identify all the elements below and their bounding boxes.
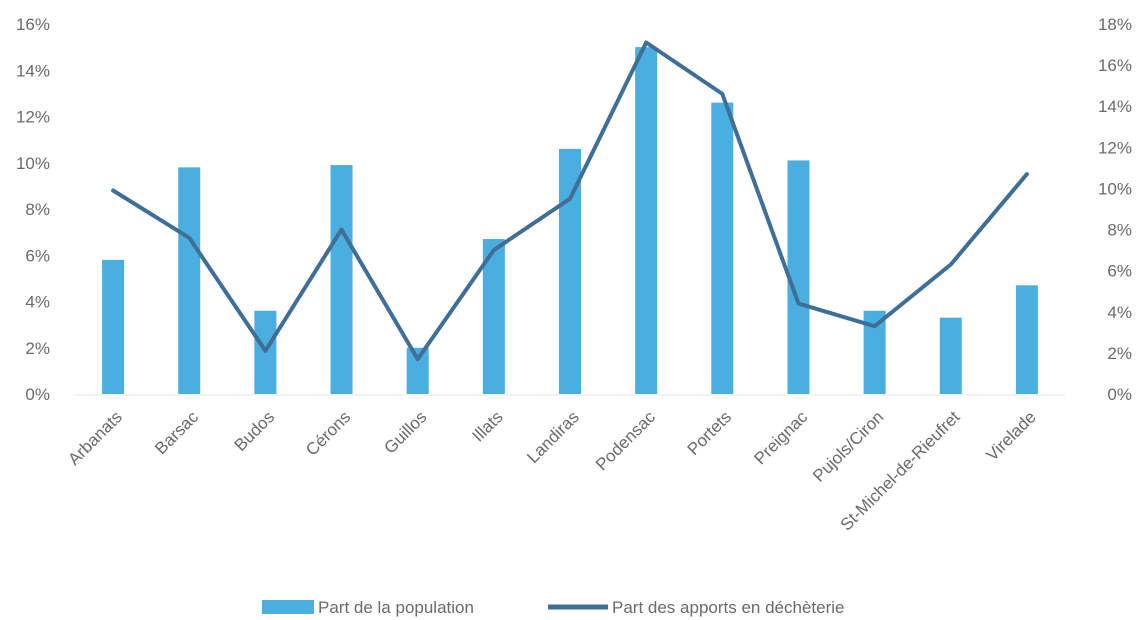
right-tick-label: 0% <box>1107 385 1132 404</box>
right-tick-label: 8% <box>1107 221 1132 240</box>
category-label: Pujols/Ciron <box>809 407 887 485</box>
bar <box>330 165 353 394</box>
bar <box>711 102 734 394</box>
right-tick-label: 2% <box>1107 344 1132 363</box>
line-point <box>340 228 344 232</box>
category-label: Portets <box>684 407 736 459</box>
category-label: Arbanats <box>64 407 126 469</box>
left-tick-label: 8% <box>25 200 50 219</box>
bars-population <box>102 47 1038 394</box>
line-point <box>492 248 496 252</box>
right-tick-label: 6% <box>1107 262 1132 281</box>
bar <box>787 160 810 394</box>
category-label: Landiras <box>523 407 583 467</box>
category-label: Barsac <box>151 407 202 458</box>
category-label: Cérons <box>302 407 354 459</box>
x-axis-labels: Arbanats Barsac Budos Cérons Guillos Illats La… <box>64 407 1039 534</box>
legend-swatch-population <box>262 600 314 614</box>
bar <box>178 167 201 394</box>
left-tick-label: 10% <box>16 154 50 173</box>
legend-label-apports: Part des apports en déchèterie <box>612 598 844 617</box>
left-tick-label: 12% <box>16 108 50 127</box>
line-point <box>796 302 800 306</box>
right-tick-label: 14% <box>1098 97 1132 116</box>
line-point <box>644 41 648 44</box>
left-tick-label: 2% <box>25 339 50 358</box>
legend-label-population: Part de la population <box>318 598 474 617</box>
line-apports <box>111 40 1029 362</box>
left-y-axis: 0% 2% 4% 6% 8% 10% 12% 14% 16% <box>16 15 1065 404</box>
left-tick-label: 0% <box>25 385 50 404</box>
category-label: Illats <box>469 407 507 445</box>
category-label: Podensac <box>592 407 659 474</box>
left-tick-label: 4% <box>25 293 50 312</box>
right-tick-label: 4% <box>1107 303 1132 322</box>
bar <box>406 347 429 394</box>
category-label: Budos <box>231 407 279 455</box>
line-point <box>416 357 420 361</box>
line-point <box>949 263 953 266</box>
line-point <box>263 349 267 353</box>
bar <box>559 148 581 394</box>
category-label: Preignac <box>750 407 811 468</box>
right-y-axis: 0% 2% 4% 6% 8% 10% 12% 14% 16% 18% <box>1098 15 1132 404</box>
bar <box>939 317 962 394</box>
left-tick-label: 16% <box>16 15 50 34</box>
right-tick-label: 10% <box>1098 179 1132 198</box>
category-label: Guillos <box>380 407 430 457</box>
line-point <box>187 236 191 240</box>
line-point <box>720 92 724 96</box>
line-point <box>873 324 877 328</box>
bar <box>635 47 658 394</box>
category-label: Virelade <box>982 407 1039 464</box>
right-tick-label: 16% <box>1098 56 1132 75</box>
bar <box>102 259 125 394</box>
right-tick-label: 12% <box>1098 138 1132 157</box>
bar <box>863 310 886 394</box>
left-tick-label: 6% <box>25 246 50 265</box>
line-point <box>111 189 115 192</box>
line-point <box>1025 172 1029 176</box>
bar <box>482 239 505 394</box>
left-tick-label: 14% <box>16 61 50 80</box>
right-tick-label: 18% <box>1098 15 1132 34</box>
line-point <box>568 197 572 201</box>
legend: Part de la population Part des apports en… <box>262 598 844 617</box>
bar <box>1015 285 1038 394</box>
